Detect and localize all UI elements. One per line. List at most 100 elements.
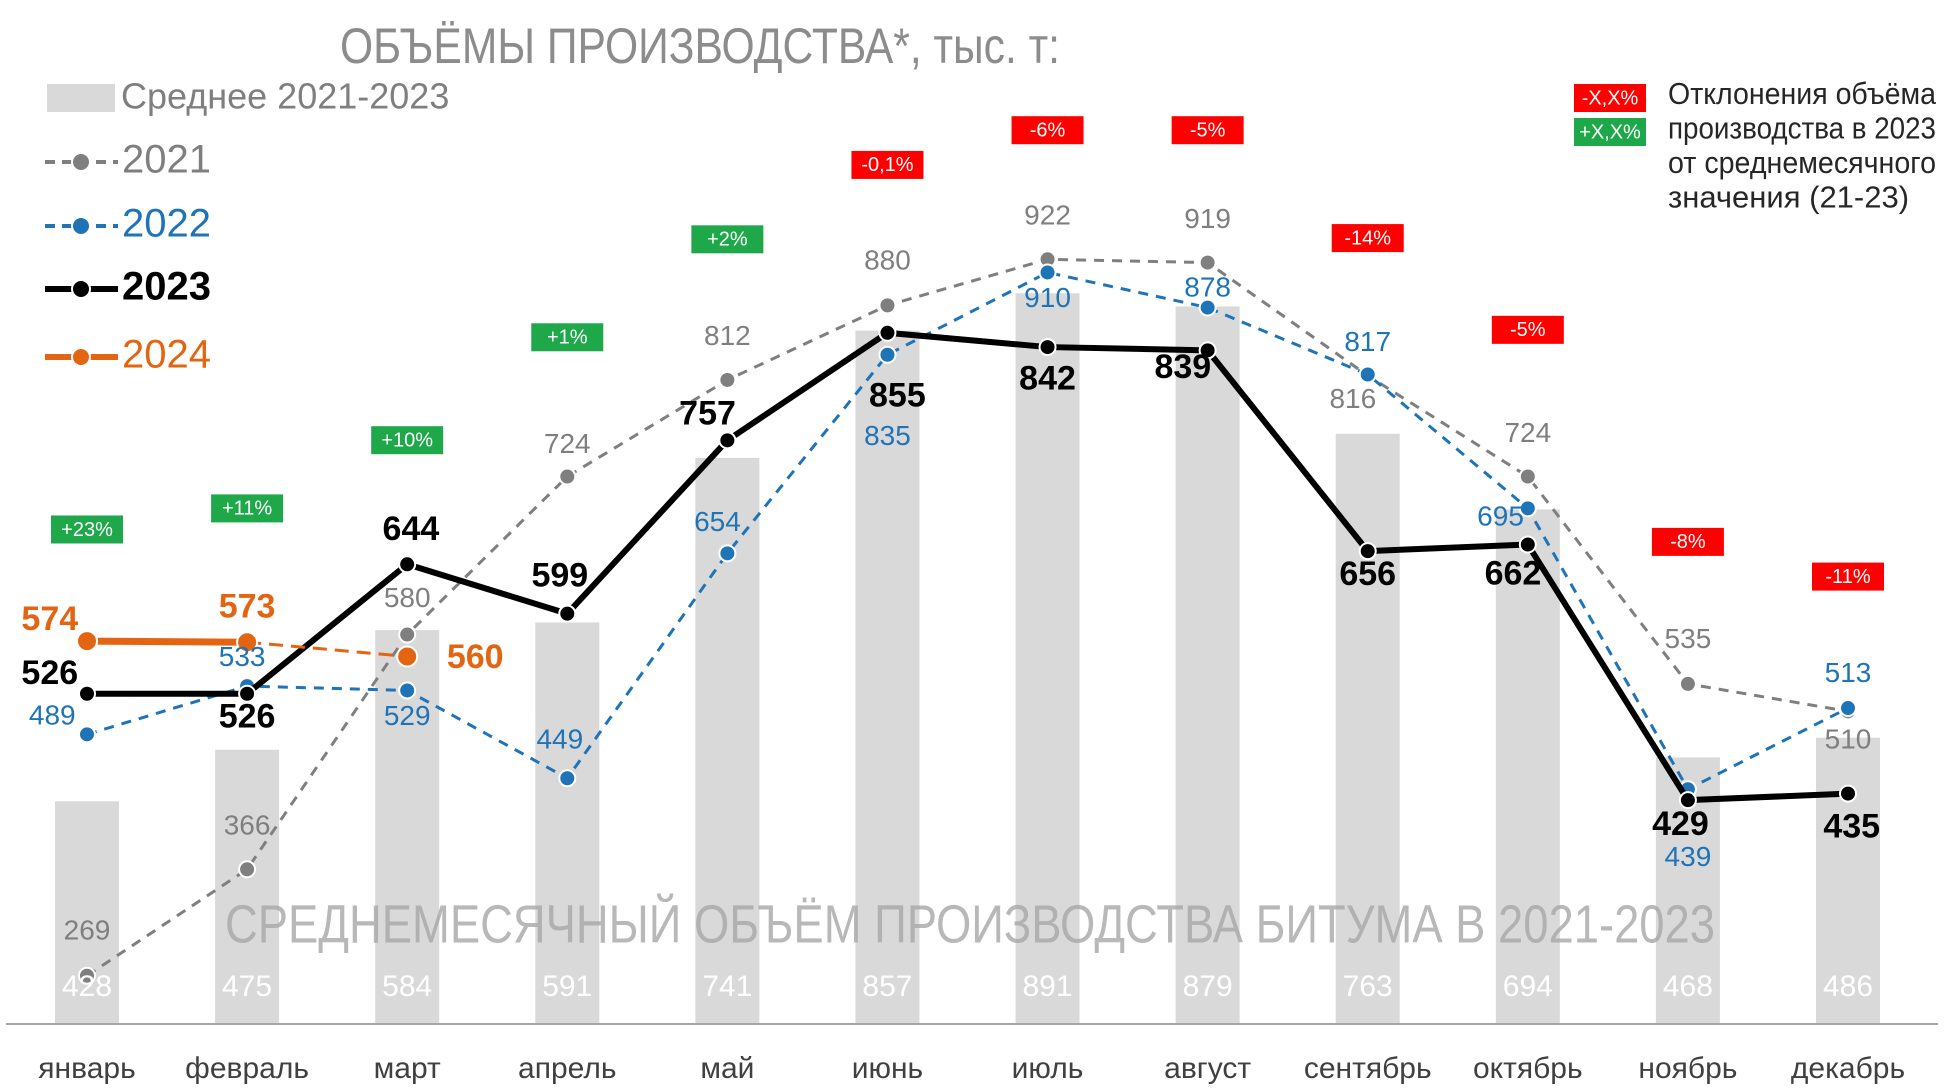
point bbox=[1358, 542, 1377, 561]
legend-marker bbox=[71, 279, 91, 299]
point-value-label: 526 bbox=[219, 698, 276, 736]
point-value-label: 599 bbox=[531, 557, 588, 595]
deviation-label: +11% bbox=[222, 498, 272, 520]
point bbox=[398, 625, 417, 644]
deviation-box bbox=[371, 426, 444, 455]
point-value-label: 654 bbox=[694, 506, 741, 537]
x-tick-label: февраль bbox=[185, 1052, 309, 1085]
deviation-label: +23% bbox=[61, 519, 113, 541]
bar-value-label: 475 bbox=[222, 970, 272, 1003]
point-value-label: 510 bbox=[1825, 723, 1872, 754]
legend-marker bbox=[71, 216, 91, 236]
bar bbox=[1175, 306, 1240, 1024]
legend-marker bbox=[71, 347, 91, 367]
point-value-label: 835 bbox=[864, 420, 911, 451]
x-tick-label: август bbox=[1164, 1052, 1251, 1085]
point-value-label: 757 bbox=[679, 395, 736, 433]
point-value-label: 526 bbox=[21, 654, 78, 692]
x-tick-label: октябрь bbox=[1473, 1052, 1583, 1085]
point-value-label: 533 bbox=[219, 641, 266, 672]
point-value-label: 816 bbox=[1329, 383, 1376, 414]
point-value-label: 817 bbox=[1344, 326, 1391, 357]
point bbox=[398, 681, 417, 700]
deviation-box bbox=[1651, 527, 1724, 556]
point bbox=[78, 725, 96, 744]
point-value-label: 919 bbox=[1184, 203, 1231, 234]
bar-value-label: 694 bbox=[1503, 970, 1553, 1003]
bars bbox=[55, 293, 1880, 1025]
point bbox=[718, 370, 737, 389]
bar bbox=[855, 330, 920, 1024]
bar-value-label: 468 bbox=[1663, 970, 1713, 1003]
deviation-box bbox=[1011, 116, 1084, 145]
bar-value-label: 428 bbox=[62, 970, 112, 1003]
watermark-layer: СРЕДНЕМЕСЯЧНЫЙ ОБЪЁМ ПРОИЗВОДСТВА БИТУМА… bbox=[225, 893, 1715, 954]
deviation-box bbox=[1171, 116, 1244, 145]
point-value-label: 435 bbox=[1823, 807, 1880, 845]
deviation-box bbox=[1491, 315, 1564, 344]
point-value-label: 695 bbox=[1477, 501, 1524, 532]
deviation-label: -5% bbox=[1190, 119, 1226, 141]
deviation-label: -11% bbox=[1825, 566, 1870, 588]
point-value-label: 839 bbox=[1154, 348, 1211, 386]
bar bbox=[535, 622, 600, 1024]
legend-label: 2023 bbox=[122, 265, 211, 309]
deviation-label: -8% bbox=[1670, 531, 1706, 553]
point-value-label: 573 bbox=[219, 588, 276, 626]
legend-note: от среднемесячного bbox=[1668, 145, 1936, 180]
bar bbox=[215, 749, 280, 1024]
point-value-label: 922 bbox=[1024, 200, 1071, 231]
point-value-label: 656 bbox=[1339, 555, 1396, 593]
deviation-label: +2% bbox=[707, 229, 748, 251]
legend-negative-box bbox=[1574, 84, 1646, 112]
point bbox=[718, 544, 737, 563]
point bbox=[1518, 467, 1537, 486]
point-value-label: 535 bbox=[1665, 623, 1712, 654]
bar-value-label: 591 bbox=[542, 970, 592, 1003]
point bbox=[558, 604, 577, 623]
point bbox=[1518, 499, 1537, 518]
bar bbox=[1015, 293, 1080, 1024]
point-value-label: 574 bbox=[21, 600, 78, 638]
x-tick-label: сентябрь bbox=[1304, 1052, 1432, 1085]
point-value-label: 529 bbox=[384, 700, 431, 731]
point-value-label: 878 bbox=[1184, 271, 1231, 302]
legend-marker bbox=[71, 152, 91, 172]
point bbox=[1518, 535, 1537, 554]
deviation-label: +10% bbox=[381, 429, 433, 451]
point bbox=[1839, 699, 1857, 718]
point bbox=[238, 684, 257, 703]
point-value-label: 366 bbox=[224, 810, 271, 841]
legend-label: 2022 bbox=[122, 202, 211, 246]
point bbox=[78, 684, 96, 703]
point-value-label: 662 bbox=[1485, 555, 1542, 593]
deviation-label: +1% bbox=[547, 327, 588, 349]
legend-note: значения (21-23) bbox=[1668, 180, 1909, 215]
point bbox=[1678, 791, 1697, 810]
bar-value-label: 763 bbox=[1343, 970, 1393, 1003]
point-value-label: 429 bbox=[1652, 805, 1709, 843]
x-tick-label: ноябрь bbox=[1638, 1052, 1737, 1085]
deviation-box bbox=[1331, 224, 1404, 253]
point-value-label: 855 bbox=[869, 376, 926, 414]
point bbox=[718, 431, 737, 450]
point bbox=[1839, 784, 1857, 803]
bar-value-label: 857 bbox=[862, 970, 912, 1003]
legend-swatch bbox=[47, 84, 115, 112]
bar bbox=[55, 801, 119, 1024]
point bbox=[558, 467, 577, 486]
point bbox=[1198, 253, 1217, 272]
line-series bbox=[86, 257, 1849, 977]
labels: 428 475 584 591 741 857 891 879 763 694 468 486 269 3… bbox=[21, 116, 1884, 1003]
point bbox=[878, 296, 897, 315]
x-tick-label: декабрь bbox=[1791, 1052, 1905, 1085]
legend: Среднее 2021-2023 2021 2022 2023 2024 -X,X% +X… bbox=[45, 76, 1937, 377]
point-value-label: 724 bbox=[1504, 417, 1551, 448]
point bbox=[878, 345, 897, 364]
point bbox=[1038, 338, 1057, 357]
point-value-label: 439 bbox=[1665, 841, 1712, 872]
point bbox=[878, 323, 897, 342]
deviation-box bbox=[1812, 562, 1884, 591]
point bbox=[558, 769, 577, 788]
